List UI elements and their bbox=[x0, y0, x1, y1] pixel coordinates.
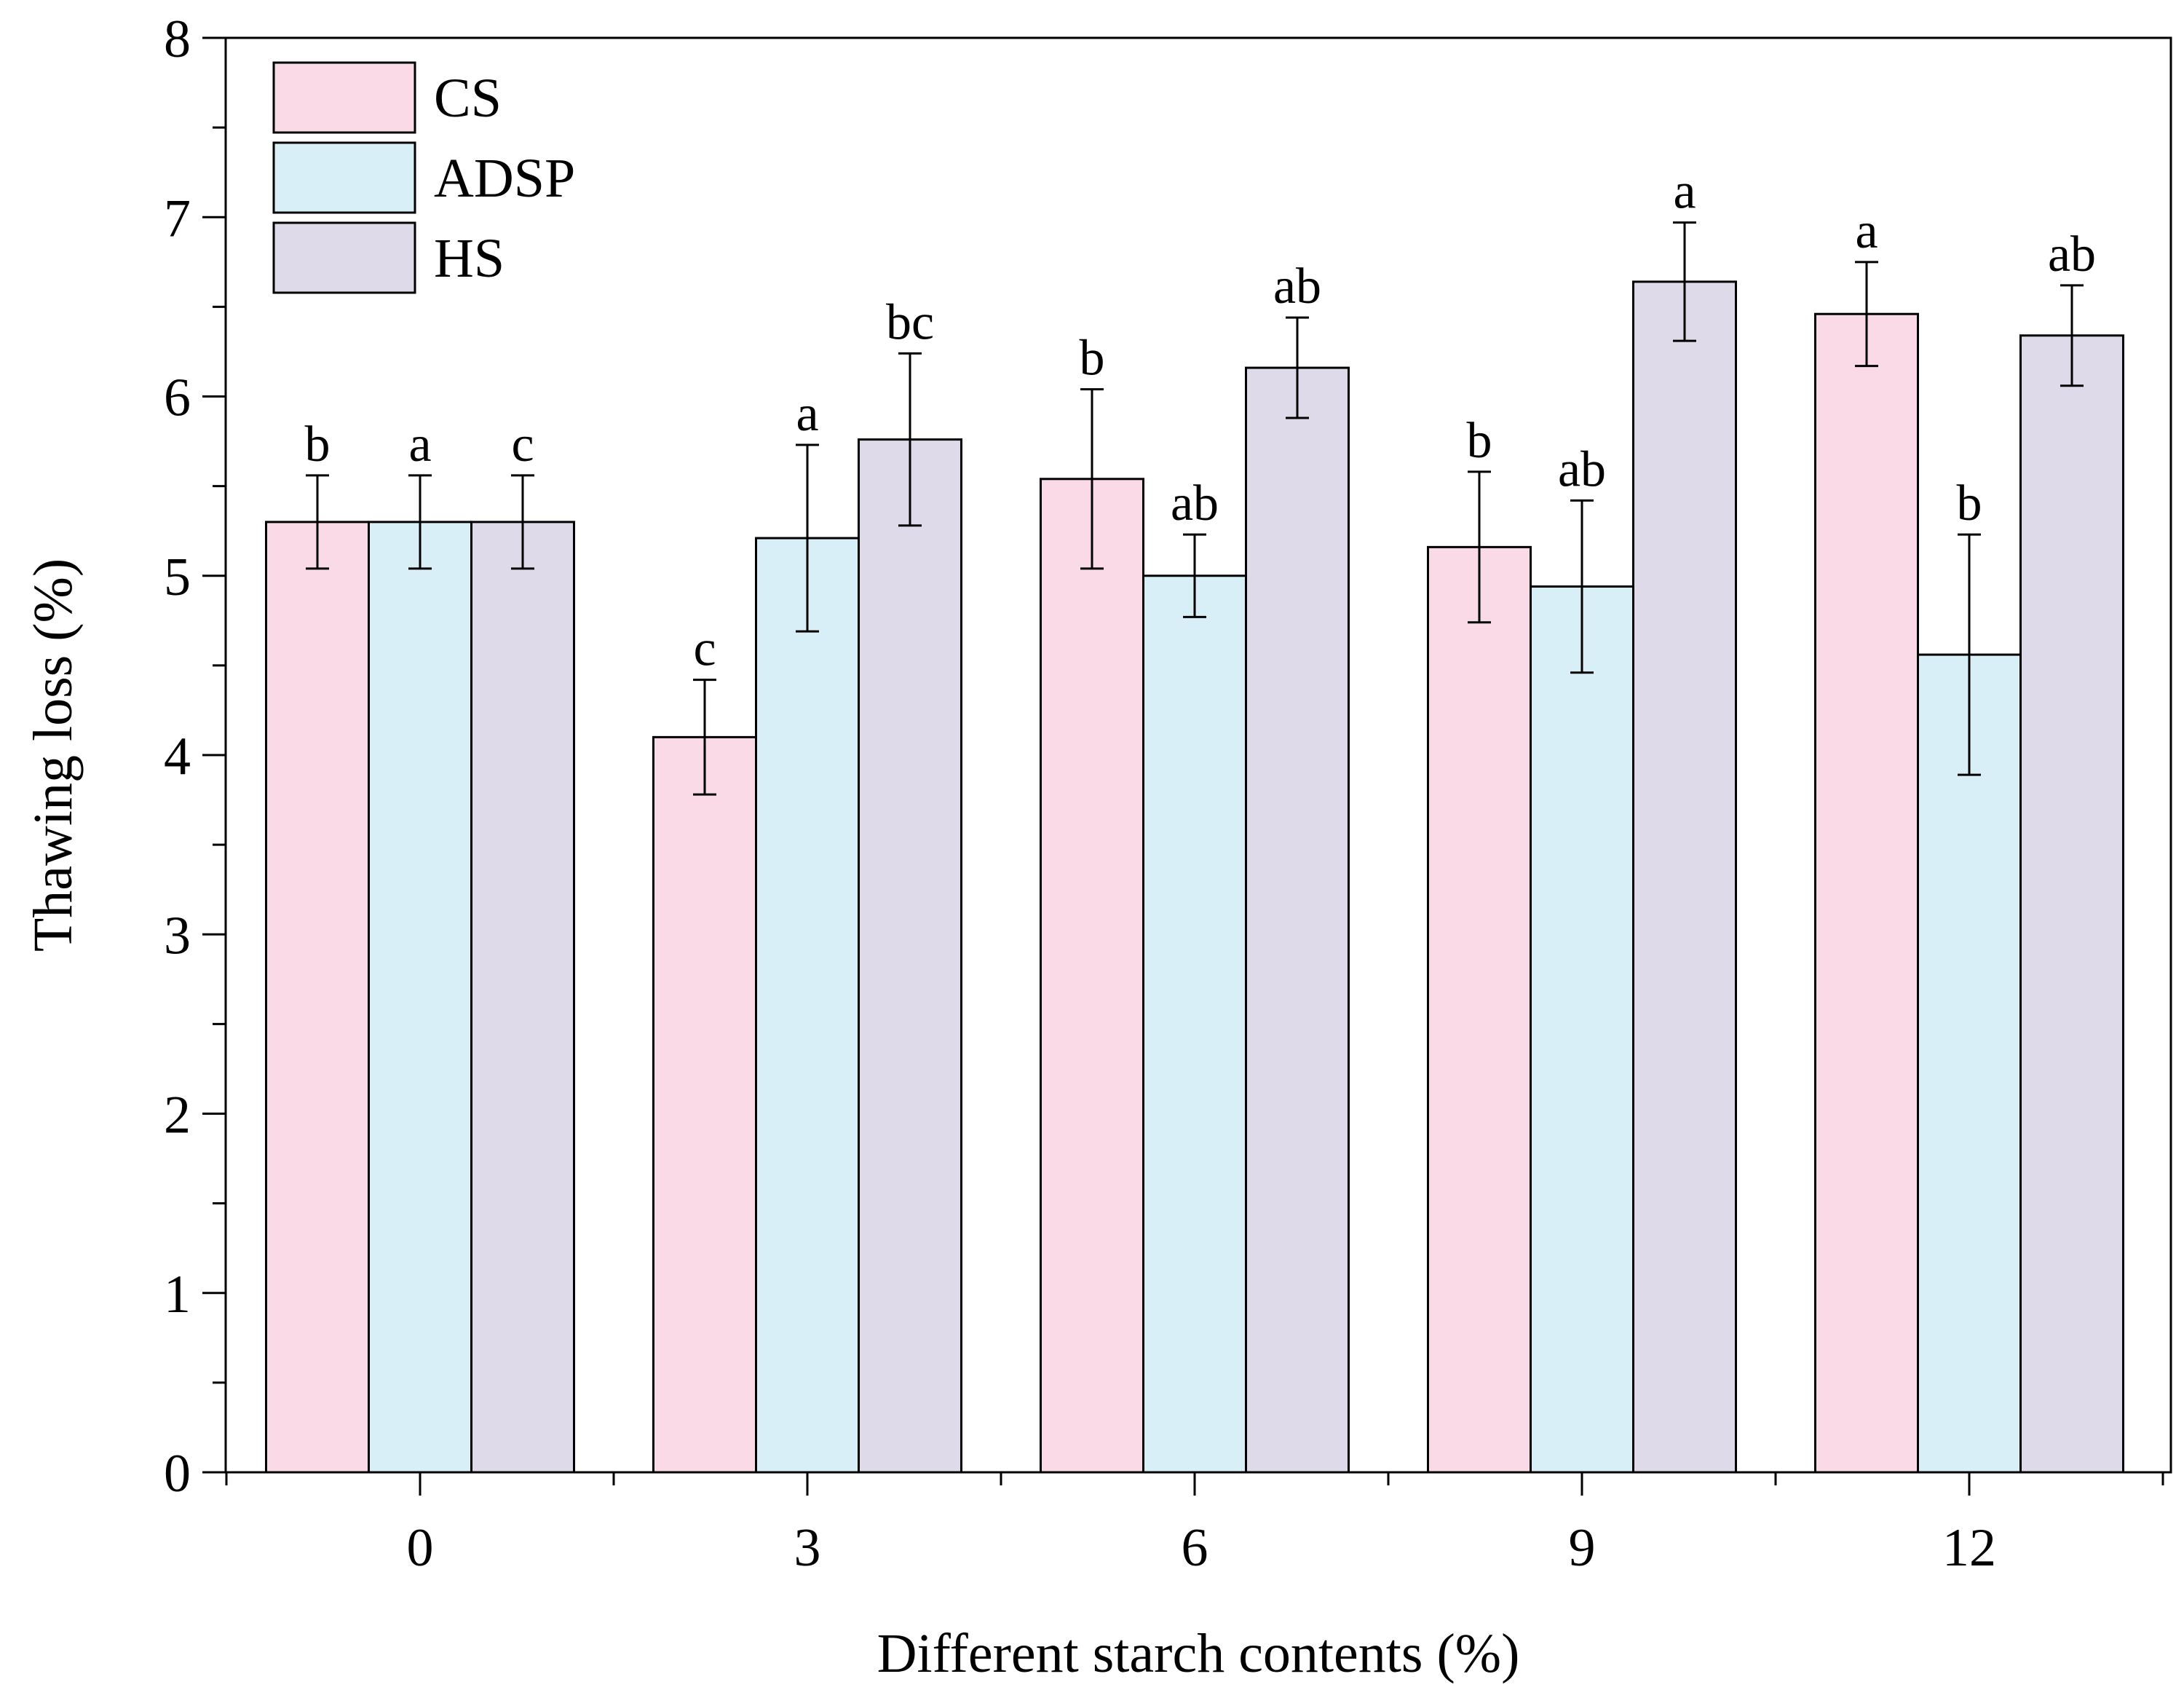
significance-label: c bbox=[693, 621, 716, 677]
significance-label: b bbox=[1957, 475, 1982, 532]
bar-cs-0 bbox=[265, 521, 370, 1474]
y-tick-label: 5 bbox=[164, 548, 191, 607]
significance-label: a bbox=[408, 416, 431, 473]
significance-label: ab bbox=[2048, 226, 2096, 283]
significance-label: b bbox=[1080, 331, 1105, 387]
errorbars-layer bbox=[306, 221, 2084, 796]
bar-hs-0 bbox=[470, 521, 575, 1474]
significance-label: a bbox=[796, 386, 818, 442]
y-tick-label: 4 bbox=[164, 727, 191, 786]
x-tick-label: 3 bbox=[794, 1518, 821, 1578]
y-axis-title: Thawing loss (%) bbox=[23, 558, 84, 952]
x-axis-title: Different starch contents (%) bbox=[877, 1623, 1520, 1684]
y-tick-label: 3 bbox=[164, 906, 191, 966]
y-tick-label: 6 bbox=[164, 368, 191, 428]
x-tick-label: 6 bbox=[1182, 1518, 1208, 1578]
significance-label: bc bbox=[886, 294, 934, 350]
significance-label: c bbox=[511, 416, 534, 473]
significance-label: ab bbox=[1558, 441, 1606, 497]
bar-adsp-0 bbox=[368, 521, 472, 1474]
significance-label: a bbox=[1673, 164, 1696, 220]
bar-adsp-9 bbox=[1530, 585, 1634, 1474]
significance-label: ab bbox=[1171, 475, 1219, 532]
bar-cs-3 bbox=[652, 735, 757, 1474]
legend-label-cs: CS bbox=[434, 68, 502, 129]
bar-cs-6 bbox=[1040, 478, 1144, 1474]
legend: CS ADSP HS bbox=[272, 61, 575, 294]
legend-swatch-cs bbox=[272, 61, 416, 134]
significance-label: b bbox=[1467, 413, 1492, 469]
bar-adsp-6 bbox=[1142, 574, 1247, 1474]
legend-swatch-adsp bbox=[272, 141, 416, 214]
significance-label: a bbox=[1855, 203, 1878, 259]
bar-adsp-3 bbox=[755, 537, 860, 1474]
legend-label-hs: HS bbox=[434, 228, 505, 289]
y-tick-label: 7 bbox=[164, 189, 191, 248]
y-tick-label: 0 bbox=[164, 1444, 191, 1504]
significance-label: ab bbox=[1273, 258, 1321, 315]
bar-hs-6 bbox=[1245, 366, 1350, 1474]
y-tick-label: 1 bbox=[164, 1265, 191, 1324]
significance-label: b bbox=[305, 416, 331, 473]
bar-cs-12 bbox=[1814, 312, 1919, 1474]
y-tick-label: 2 bbox=[164, 1086, 191, 1145]
bars-layer bbox=[265, 280, 2124, 1474]
bar-cs-9 bbox=[1427, 545, 1532, 1474]
bar-hs-12 bbox=[2019, 334, 2124, 1474]
bar-adsp-12 bbox=[1917, 653, 2022, 1474]
legend-label-adsp: ADSP bbox=[434, 148, 575, 209]
x-tick-label: 9 bbox=[1569, 1518, 1596, 1578]
x-tick-label: 0 bbox=[407, 1518, 434, 1578]
bar-hs-9 bbox=[1632, 280, 1737, 1474]
y-tick-label: 8 bbox=[164, 9, 191, 69]
bar-hs-3 bbox=[858, 438, 962, 1474]
x-tick-label: 12 bbox=[1942, 1518, 1996, 1578]
legend-swatch-hs bbox=[272, 221, 416, 294]
